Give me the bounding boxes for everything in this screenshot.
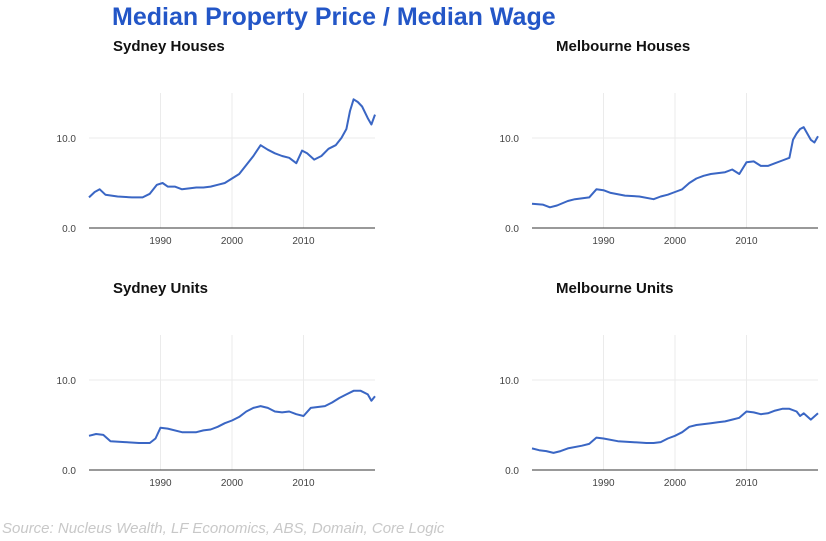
x-tick-label: 2010 xyxy=(735,478,758,489)
y-tick-label: 10.0 xyxy=(500,376,520,387)
panel-title: Melbourne Houses xyxy=(556,38,691,55)
x-tick-label: 2010 xyxy=(735,236,758,247)
panel-title: Sydney Houses xyxy=(113,38,225,55)
y-tick-label: 0.0 xyxy=(62,466,76,477)
series-line xyxy=(88,389,376,444)
melbourne-houses-panel: Melbourne Houses 1990 2000 2010 0.0 10.0 xyxy=(500,38,819,278)
y-tick-label: 0.0 xyxy=(62,224,76,235)
sydney-units-chart: 1990 2000 2010 0.0 10.0 xyxy=(57,335,376,489)
x-tick-label: 1990 xyxy=(592,478,615,489)
y-tick-label: 10.0 xyxy=(500,134,520,145)
panel-title: Sydney Units xyxy=(113,280,209,297)
main-title: Median Property Price / Median Wage xyxy=(112,3,556,31)
sydney-units-panel: Sydney Units 1990 2000 2010 0.0 10.0 xyxy=(57,280,376,520)
series-line xyxy=(531,126,819,209)
y-tick-label: 10.0 xyxy=(57,376,77,387)
x-tick-label: 1990 xyxy=(149,478,172,489)
x-tick-label: 2000 xyxy=(664,478,687,489)
x-tick-label: 1990 xyxy=(149,236,172,247)
x-tick-label: 2010 xyxy=(292,236,315,247)
x-tick-label: 1990 xyxy=(592,236,615,247)
melbourne-units-chart: 1990 2000 2010 0.0 10.0 xyxy=(500,335,819,489)
source-note: Source: Nucleus Wealth, LF Economics, AB… xyxy=(2,520,445,537)
melbourne-units-panel: Melbourne Units 1990 2000 2010 0.0 10.0 xyxy=(500,280,819,520)
x-tick-label: 2000 xyxy=(221,478,244,489)
panel-title: Melbourne Units xyxy=(556,280,674,297)
series-line xyxy=(531,407,819,454)
series-line xyxy=(88,98,376,199)
x-tick-label: 2000 xyxy=(221,236,244,247)
x-tick-label: 2000 xyxy=(664,236,687,247)
sydney-houses-panel: Sydney Houses 1990 2000 2010 0.0 10.0 xyxy=(57,38,376,278)
melbourne-houses-chart: 1990 2000 2010 0.0 10.0 xyxy=(500,93,819,247)
x-tick-label: 2010 xyxy=(292,478,315,489)
y-tick-label: 0.0 xyxy=(505,224,519,235)
y-tick-label: 10.0 xyxy=(57,134,77,145)
sydney-houses-chart: 1990 2000 2010 0.0 10.0 xyxy=(57,93,376,247)
y-tick-label: 0.0 xyxy=(505,466,519,477)
